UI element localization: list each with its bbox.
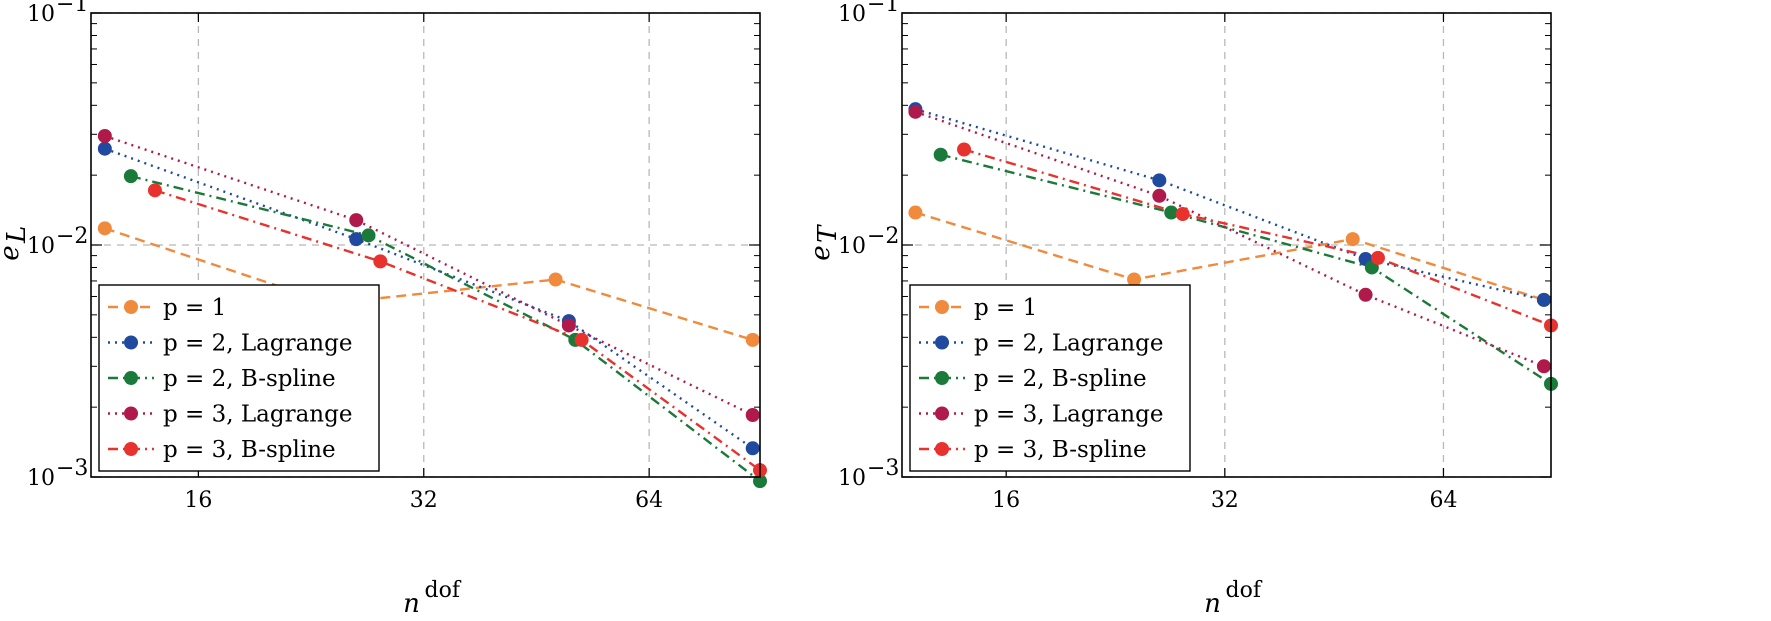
y-axis-label-subscript: L [2, 226, 32, 244]
y-tick-label-exponent: −1 [56, 0, 88, 17]
y-tick-label-exponent: −1 [867, 0, 899, 17]
legend-marker [935, 300, 949, 314]
data-point [1536, 359, 1551, 374]
data-point [1536, 292, 1551, 307]
x-axis-label-superscript: dof [425, 578, 462, 603]
y-tick-label: 10 [838, 234, 866, 259]
x-tick-label: 16 [184, 488, 212, 513]
data-point [908, 104, 923, 119]
legend-label: p = 3, B-spline [974, 437, 1147, 463]
x-axis-label: n [1204, 589, 1221, 619]
x-tick-label: 64 [1429, 488, 1457, 513]
data-point [1164, 205, 1179, 220]
data-point [574, 332, 589, 347]
y-axis-label-group: eL [0, 226, 32, 261]
legend-label: p = 3, B-spline [163, 437, 336, 463]
data-point [745, 441, 760, 456]
y-tick-label: 10 [838, 2, 866, 27]
legend: p = 1 p = 2, Lagrange p = 2, B-spline p = 3… [909, 284, 1191, 472]
data-point [957, 142, 972, 157]
x-tick-label: 32 [410, 488, 438, 513]
data-point [373, 254, 388, 269]
data-point [1127, 272, 1142, 287]
series-line-1 [104, 227, 754, 342]
y-tick-label: 10 [838, 466, 866, 491]
data-point [745, 332, 760, 347]
x-tick-label: 16 [992, 488, 1020, 513]
legend-label: p = 2, B-spline [163, 366, 336, 392]
legend-marker [124, 371, 138, 385]
legend-label: p = 2, B-spline [974, 366, 1147, 392]
data-point [147, 183, 162, 198]
y-axis-label: e [806, 245, 836, 260]
data-point [1345, 232, 1360, 247]
legend-marker [935, 406, 949, 421]
x-tick-label: 32 [1211, 488, 1239, 513]
data-point [933, 147, 948, 162]
data-point [1152, 173, 1167, 188]
series-line-2 [915, 108, 1545, 302]
series-line-3 [940, 153, 1551, 385]
series-line-5 [154, 189, 760, 472]
legend-label: p = 3, Lagrange [974, 402, 1163, 428]
data-point [97, 141, 112, 156]
legend-marker [935, 442, 949, 456]
legend-label: p = 2, Lagrange [974, 331, 1163, 357]
data-point [1370, 250, 1385, 265]
y-tick-label-exponent: −2 [56, 224, 88, 249]
legend: p = 1 p = 2, Lagrange p = 2, B-spline p = 3… [98, 284, 380, 472]
x-tick-label: 64 [635, 488, 663, 513]
data-point [349, 213, 364, 228]
data-point [97, 129, 112, 144]
series-line-3 [130, 175, 757, 477]
legend-marker [124, 335, 138, 350]
legend-label: p = 1 [974, 295, 1037, 321]
data-point [548, 272, 563, 287]
y-tick-label-exponent: −3 [56, 456, 88, 481]
series-group [915, 108, 1551, 385]
data-point [1152, 188, 1167, 203]
x-axis-label: n [403, 589, 420, 619]
series-line-4 [915, 110, 1545, 368]
legend-label: p = 2, Lagrange [163, 331, 352, 357]
series-group [104, 134, 760, 477]
data-point [1358, 287, 1373, 302]
data-point [123, 169, 138, 184]
y-tick-label: 10 [27, 2, 55, 27]
y-axis-label: e [0, 245, 25, 260]
data-point [561, 318, 576, 333]
legend-marker [124, 300, 138, 314]
data-point [361, 228, 376, 243]
y-tick-label: 10 [27, 466, 55, 491]
series-line-1 [915, 211, 1545, 302]
y-tick-label: 10 [27, 234, 55, 259]
data-point [1175, 207, 1190, 222]
x-axis-label-superscript: dof [1226, 578, 1263, 603]
legend-label: p = 3, Lagrange [163, 402, 352, 428]
legend-marker [124, 406, 138, 421]
data-point [908, 205, 923, 220]
data-point [349, 232, 364, 247]
y-axis-label-subscript: T [813, 224, 843, 243]
legend-label: p = 1 [163, 295, 226, 321]
data-point [97, 221, 112, 236]
y-tick-label-exponent: −3 [867, 456, 899, 481]
plot-frame [901, 12, 1552, 478]
legend-marker [124, 442, 138, 456]
y-axis-label-group: eT [806, 224, 843, 261]
legend-marker [935, 335, 949, 350]
data-point [745, 408, 760, 423]
series-line-2 [104, 147, 754, 450]
y-tick-label-exponent: −2 [867, 224, 899, 249]
plot-frame [90, 12, 761, 478]
series-line-5 [963, 148, 1551, 327]
legend-marker [935, 371, 949, 385]
